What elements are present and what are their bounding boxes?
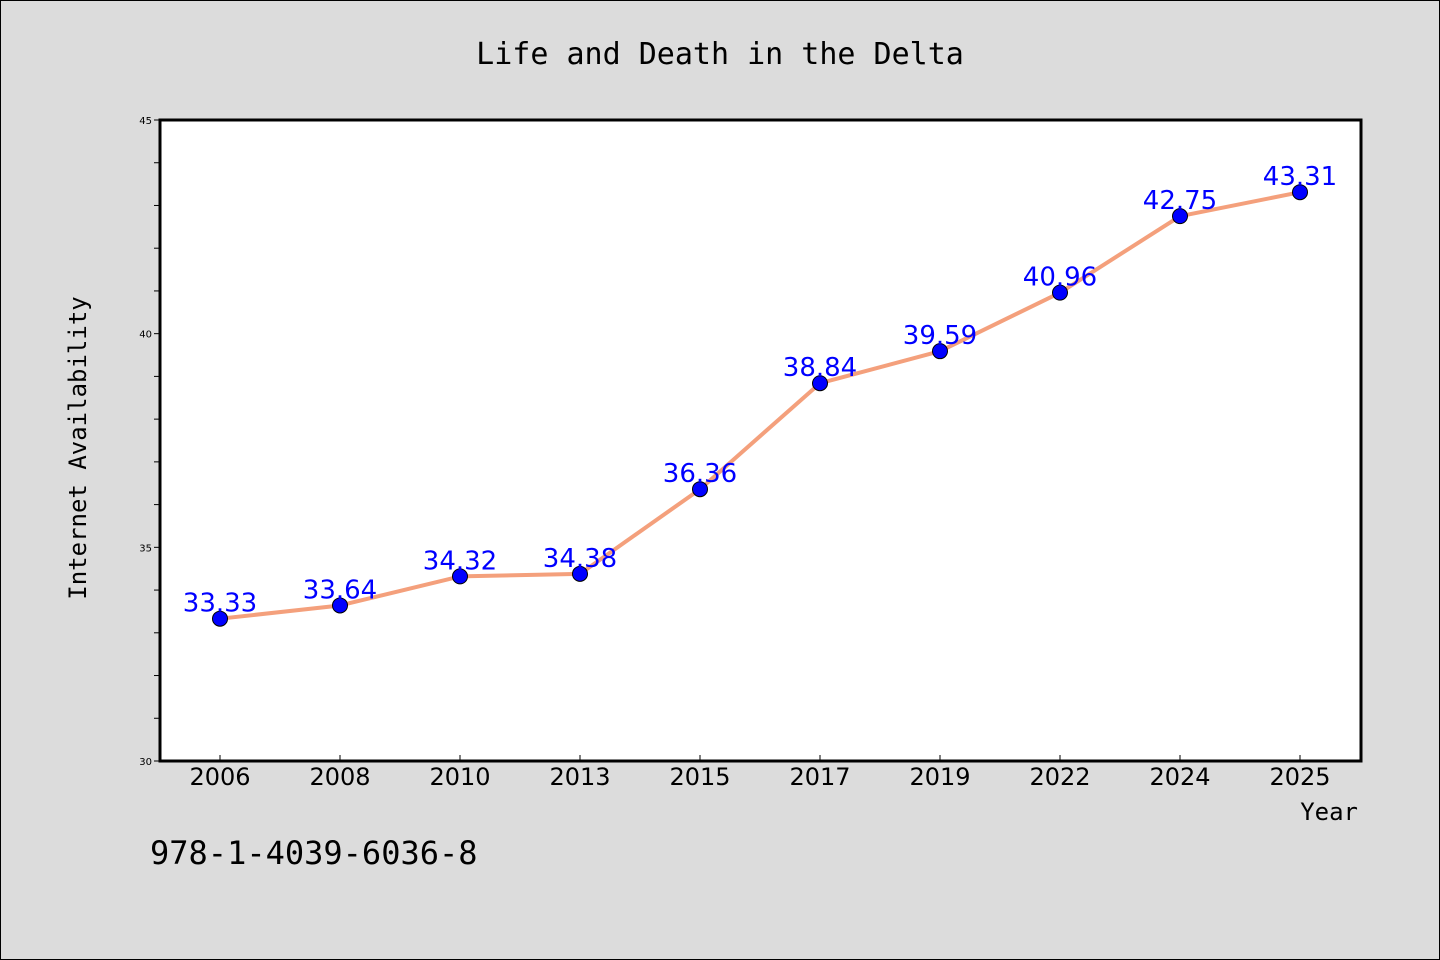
data-label: 33.33 — [183, 589, 257, 619]
y-tick-label: 30 — [139, 757, 152, 768]
y-tick-label: 35 — [139, 543, 152, 554]
y-axis: 30 35 40 45 — [139, 116, 160, 768]
data-label: 38.84 — [783, 353, 857, 383]
y-tick-label: 40 — [139, 330, 152, 341]
x-axis-label: Year — [1300, 798, 1358, 826]
data-label: 33.64 — [303, 575, 377, 605]
data-label: 34.38 — [543, 544, 617, 574]
x-tick-label: 2019 — [909, 763, 970, 791]
data-point — [1052, 284, 1068, 301]
data-label: 42.75 — [1143, 186, 1217, 216]
series-group: 33.33 33.64 34.32 34.38 36.36 38.84 39.59 40.96… — [183, 162, 1337, 627]
x-tick-label: 2015 — [669, 763, 730, 791]
data-label: 36.36 — [663, 459, 737, 489]
x-tick-label: 2017 — [789, 763, 850, 791]
x-tick-label: 2006 — [189, 763, 250, 791]
y-tick-label: 45 — [139, 116, 152, 127]
data-point — [452, 568, 468, 585]
x-axis: 2006 2008 2010 2013 2015 2017 2019 2022 2024 2025 — [189, 755, 1331, 791]
data-label: 40.96 — [1023, 263, 1097, 293]
x-tick-label: 2024 — [1149, 763, 1210, 791]
data-point — [1172, 208, 1188, 225]
x-tick-label: 2022 — [1029, 763, 1090, 791]
data-point — [932, 343, 948, 360]
data-point — [812, 375, 828, 392]
y-axis-label: Internet Availability — [64, 296, 92, 599]
data-point — [692, 481, 708, 498]
isbn-text: 978-1-4039-6036-8 — [150, 834, 478, 872]
x-tick-label: 2025 — [1269, 763, 1330, 791]
data-label: 39.59 — [903, 321, 977, 351]
data-point — [1292, 184, 1308, 201]
series-line — [218, 190, 1302, 621]
data-label: 34.32 — [423, 546, 497, 576]
x-tick-label: 2008 — [309, 763, 370, 791]
data-label: 43.31 — [1263, 162, 1337, 192]
data-point — [572, 565, 588, 582]
chart-title: Life and Death in the Delta — [476, 37, 964, 72]
x-tick-label: 2010 — [429, 763, 490, 791]
x-tick-label: 2013 — [549, 763, 610, 791]
data-point — [332, 597, 348, 614]
data-point — [212, 610, 228, 627]
